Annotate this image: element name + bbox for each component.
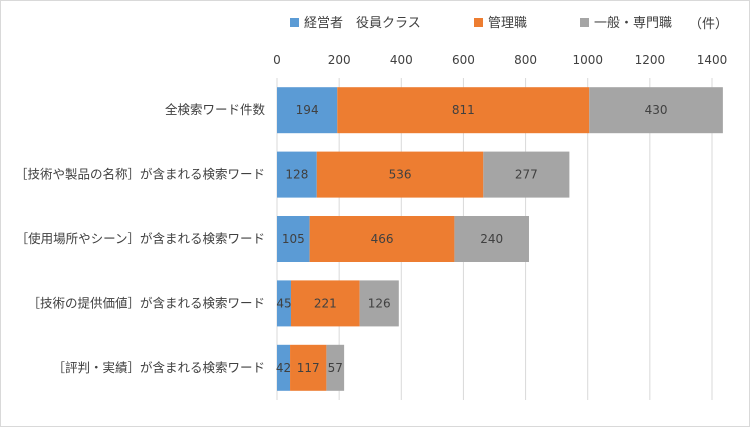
data-label: 811 [452,103,475,117]
x-tick-label: 0 [273,53,281,67]
data-label: 117 [297,361,320,375]
category-label: ［技術の提供価値］が含まれる検索ワード [27,295,265,310]
bars: 194 811 430 128 536 277 105 466 240 45 221 126 42 117… [276,87,723,391]
data-label: 430 [645,103,668,117]
data-label: 240 [480,232,503,246]
category-label: ［使用場所やシーン］が含まれる検索ワード [16,231,265,246]
data-label: 277 [515,168,538,182]
category-labels: 全検索ワード件数 ［技術や製品の名称］が含まれる検索ワード ［使用場所やシーン］が含… [15,102,266,375]
category-label: 全検索ワード件数 [165,102,266,117]
x-tick-label: 1400 [697,53,728,67]
data-label: 57 [328,361,343,375]
x-axis-ticks: 0 200 400 600 800 1000 1200 1400 [273,53,727,67]
legend-swatch [290,18,299,27]
unit-label: （件） [689,17,728,32]
data-label: 221 [314,296,337,310]
bar-segment [277,280,291,327]
data-label: 126 [368,296,391,310]
bar-segment [589,87,723,134]
legend: 経営者 役員クラス 管理職 一般・専門職 [290,15,672,31]
bar-segment [359,280,399,327]
legend-entry: 一般・専門職 [594,15,672,31]
bar-segment [277,216,310,262]
data-label: 128 [285,168,308,182]
x-tick-label: 1200 [635,53,666,67]
data-label: 466 [371,232,394,246]
bar-segment [454,216,529,262]
x-tick-label: 400 [390,53,413,67]
bar-segment [309,216,455,262]
x-tick-label: 1000 [572,53,603,67]
legend-swatch [474,18,483,27]
category-label: ［技術や製品の名称］が含まれる検索ワード [15,167,265,182]
x-tick-label: 600 [452,53,475,67]
data-label: 45 [276,296,291,310]
bar-segment [277,87,338,134]
bar-segment [277,151,317,198]
x-tick-label: 200 [328,53,351,67]
data-label: 536 [389,168,412,182]
data-label: 105 [282,232,305,246]
bar-segment [337,87,590,134]
legend-entry: 管理職 [488,16,527,31]
bar-segment [290,344,327,391]
data-label: 194 [296,103,319,117]
bar-segment [326,344,345,391]
x-tick-label: 800 [514,53,537,67]
legend-swatch [580,18,589,27]
bar-segment [277,344,291,391]
bar-segment [290,280,360,327]
data-label: 42 [276,361,291,375]
category-label: ［評判・実績］が含まれる検索ワード [52,360,265,375]
bar-segment [483,151,570,198]
bar-segment [316,151,484,198]
legend-entry: 経営者 役員クラス [304,16,421,31]
